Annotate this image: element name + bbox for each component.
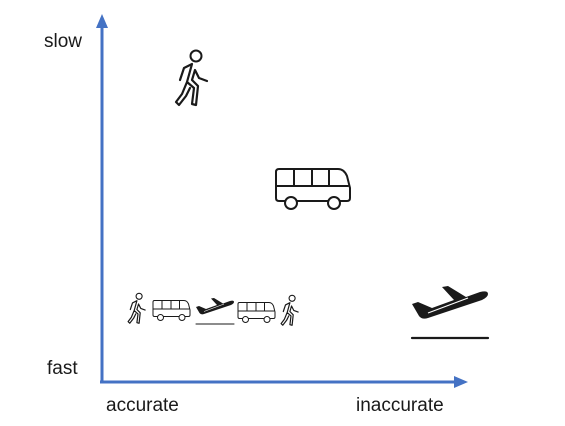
x-axis-left-label: accurate <box>106 395 179 416</box>
y-axis-bottom-label: fast <box>47 358 78 379</box>
y-axis-top-label: slow <box>44 31 82 52</box>
walking-person-icon <box>174 49 209 107</box>
bus-icon <box>237 302 276 323</box>
y-axis-arrowhead <box>96 14 108 28</box>
airplane-takeoff-icon <box>195 297 235 325</box>
x-axis-arrowhead <box>454 376 468 388</box>
airplane-takeoff-icon <box>410 284 490 340</box>
bus-icon <box>152 300 191 321</box>
walking-person-icon <box>280 294 299 326</box>
combined-journey-group <box>127 292 299 326</box>
walking-person-icon <box>127 292 146 324</box>
x-axis-right-label: inaccurate <box>356 395 444 416</box>
bus-icon <box>275 168 351 210</box>
